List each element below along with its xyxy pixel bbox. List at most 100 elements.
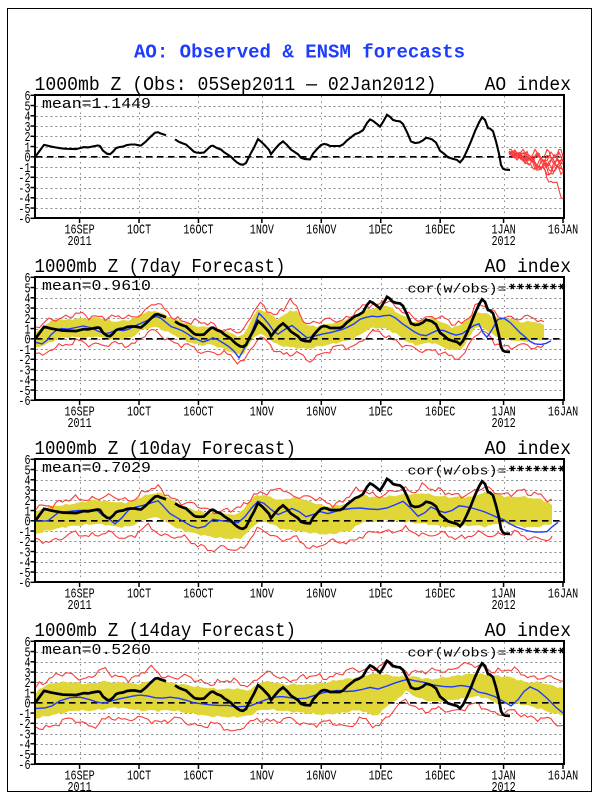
svg-text:0: 0: [24, 150, 30, 166]
svg-text:-6: -6: [18, 758, 30, 774]
svg-text:1000mb Z (7day Forecast): 1000mb Z (7day Forecast): [35, 257, 286, 278]
svg-text:1NOV: 1NOV: [250, 768, 275, 784]
svg-text:1JAN: 1JAN: [491, 768, 515, 784]
svg-text:-2: -2: [18, 717, 30, 733]
svg-text:3: 3: [24, 665, 30, 681]
svg-text:-5: -5: [18, 747, 30, 763]
svg-text:-6: -6: [18, 394, 30, 410]
svg-text:-3: -3: [18, 363, 30, 379]
svg-text:2012: 2012: [491, 234, 515, 250]
svg-text:1DEC: 1DEC: [369, 404, 393, 420]
svg-text:5: 5: [24, 281, 30, 297]
svg-text:16SEP: 16SEP: [64, 586, 94, 602]
svg-text:-1: -1: [18, 524, 30, 540]
svg-text:-1: -1: [18, 160, 30, 176]
svg-text:6: 6: [24, 271, 30, 287]
svg-text:-1: -1: [18, 706, 30, 722]
svg-text:16DEC: 16DEC: [425, 768, 455, 784]
svg-text:mean=0.9610: mean=0.9610: [42, 279, 151, 295]
svg-text:cor(w/obs)=: cor(w/obs)=: [408, 282, 507, 297]
svg-text:0: 0: [24, 514, 30, 530]
svg-text:16SEP: 16SEP: [64, 404, 94, 420]
svg-text:-4: -4: [18, 555, 30, 571]
svg-text:2012: 2012: [491, 416, 515, 432]
svg-text:16JAN: 16JAN: [548, 586, 578, 602]
svg-text:5: 5: [24, 99, 30, 115]
svg-text:16OCT: 16OCT: [183, 222, 213, 238]
svg-text:1JAN: 1JAN: [491, 404, 515, 420]
svg-text:-1: -1: [18, 342, 30, 358]
svg-text:1: 1: [24, 322, 30, 338]
svg-text:2: 2: [24, 494, 30, 510]
svg-text:16NOV: 16NOV: [306, 586, 337, 602]
svg-text:-3: -3: [18, 181, 30, 197]
svg-text:16JAN: 16JAN: [548, 768, 578, 784]
svg-text:16DEC: 16DEC: [425, 586, 455, 602]
svg-text:AO index: AO index: [485, 621, 571, 643]
svg-text:2011: 2011: [67, 598, 91, 614]
svg-text:16NOV: 16NOV: [306, 768, 337, 784]
svg-text:16OCT: 16OCT: [183, 586, 213, 602]
svg-text:1NOV: 1NOV: [250, 404, 275, 420]
svg-text:16SEP: 16SEP: [64, 768, 94, 784]
svg-text:1NOV: 1NOV: [250, 586, 275, 602]
svg-text:mean=1.1449: mean=1.1449: [42, 97, 151, 113]
svg-text:4: 4: [24, 655, 30, 671]
svg-text:1000mb Z (10day Forecast): 1000mb Z (10day Forecast): [35, 439, 296, 460]
svg-text:4: 4: [24, 109, 30, 125]
svg-text:-4: -4: [18, 737, 30, 753]
svg-text:1000mb Z (14day Forecast): 1000mb Z (14day Forecast): [35, 621, 296, 642]
svg-text:1: 1: [24, 140, 30, 156]
svg-text:2011: 2011: [67, 780, 91, 796]
svg-text:2: 2: [24, 130, 30, 146]
svg-text:AO: Observed & ENSM forecasts: AO: Observed & ENSM forecasts: [134, 42, 465, 64]
svg-text:16DEC: 16DEC: [425, 222, 455, 238]
svg-text:16OCT: 16OCT: [183, 768, 213, 784]
svg-text:1JAN: 1JAN: [491, 586, 515, 602]
svg-text:0: 0: [24, 696, 30, 712]
svg-text:cor(w/obs)=: cor(w/obs)=: [408, 646, 507, 661]
svg-text:-2: -2: [18, 171, 30, 187]
svg-text:2: 2: [24, 676, 30, 692]
svg-text:16JAN: 16JAN: [548, 222, 578, 238]
svg-text:6: 6: [24, 635, 30, 651]
svg-text:1OCT: 1OCT: [127, 768, 151, 784]
svg-text:1OCT: 1OCT: [127, 404, 151, 420]
svg-text:0: 0: [24, 332, 30, 348]
svg-text:-3: -3: [18, 545, 30, 561]
svg-text:mean=0.5260: mean=0.5260: [42, 643, 151, 659]
svg-text:-6: -6: [18, 576, 30, 592]
svg-text:1OCT: 1OCT: [127, 586, 151, 602]
svg-text:1OCT: 1OCT: [127, 222, 151, 238]
svg-text:16JAN: 16JAN: [548, 404, 578, 420]
svg-text:-5: -5: [18, 383, 30, 399]
svg-text:-6: -6: [18, 212, 30, 228]
svg-text:4: 4: [24, 473, 30, 489]
svg-text:1: 1: [24, 686, 30, 702]
svg-text:1000mb Z (Obs: 05Sep2011 — 02J: 1000mb Z (Obs: 05Sep2011 — 02Jan2012): [35, 75, 437, 96]
svg-text:16OCT: 16OCT: [183, 404, 213, 420]
svg-text:6: 6: [24, 89, 30, 105]
svg-text:1JAN: 1JAN: [491, 222, 515, 238]
svg-text:-5: -5: [18, 201, 30, 217]
svg-text:-2: -2: [18, 535, 30, 551]
svg-text:-5: -5: [18, 565, 30, 581]
svg-text:cor(w/obs)=: cor(w/obs)=: [408, 464, 507, 479]
svg-text:1NOV: 1NOV: [250, 222, 275, 238]
svg-text:2012: 2012: [491, 780, 515, 796]
svg-text:3: 3: [24, 483, 30, 499]
svg-text:1DEC: 1DEC: [369, 222, 393, 238]
svg-text:2011: 2011: [67, 234, 91, 250]
svg-text:16DEC: 16DEC: [425, 404, 455, 420]
svg-text:16SEP: 16SEP: [64, 222, 94, 238]
svg-text:AO index: AO index: [485, 75, 571, 97]
svg-text:AO index: AO index: [485, 257, 571, 279]
svg-text:2: 2: [24, 312, 30, 328]
svg-text:1: 1: [24, 504, 30, 520]
svg-text:16NOV: 16NOV: [306, 404, 337, 420]
svg-text:16NOV: 16NOV: [306, 222, 337, 238]
svg-text:2011: 2011: [67, 416, 91, 432]
svg-text:mean=0.7029: mean=0.7029: [42, 461, 151, 477]
svg-text:1DEC: 1DEC: [369, 768, 393, 784]
svg-text:4: 4: [24, 291, 30, 307]
